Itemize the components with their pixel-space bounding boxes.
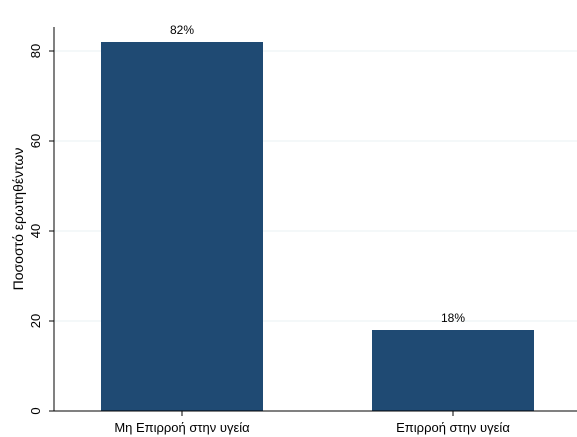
bar-1 <box>372 330 534 411</box>
y-tick-label-20: 20 <box>28 314 43 328</box>
y-tick-label-40: 40 <box>28 224 43 238</box>
data-label-0: 82% <box>170 23 194 37</box>
bar-0 <box>101 42 263 411</box>
y-ticks: 0 20 40 60 80 <box>28 44 54 415</box>
y-tick-label-60: 60 <box>28 134 43 148</box>
y-tick-label-0: 0 <box>28 407 43 414</box>
data-label-1: 18% <box>441 311 465 325</box>
x-category-labels: Μη Επιρροή στην υγεία Επιρροή στην υγεία <box>114 411 510 435</box>
x-category-label-1: Επιρροή στην υγεία <box>396 420 510 435</box>
axes <box>53 27 577 412</box>
x-category-label-0: Μη Επιρροή στην υγεία <box>114 420 250 435</box>
data-labels: 82% 18% <box>170 23 465 325</box>
y-axis-title: Ποσοστό ερωτηθέντων <box>10 148 26 291</box>
bars <box>101 42 534 411</box>
y-tick-label-80: 80 <box>28 44 43 58</box>
